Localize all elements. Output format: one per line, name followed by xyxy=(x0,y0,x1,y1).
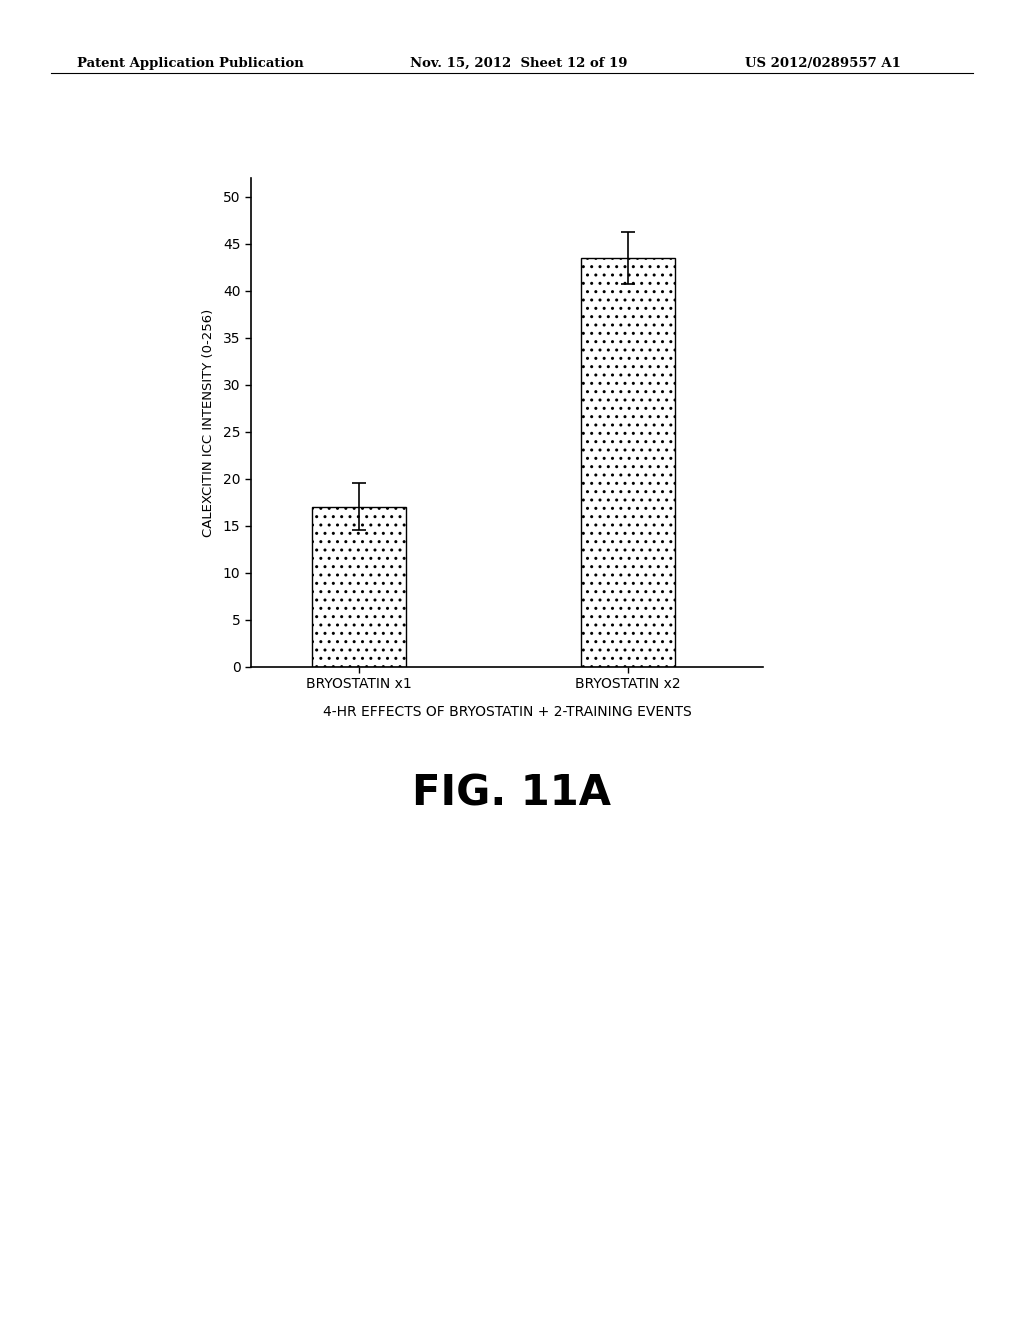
Text: Patent Application Publication: Patent Application Publication xyxy=(77,57,303,70)
Y-axis label: CALEXCITIN ICC INTENSITY (0-256): CALEXCITIN ICC INTENSITY (0-256) xyxy=(202,309,214,536)
Text: Nov. 15, 2012  Sheet 12 of 19: Nov. 15, 2012 Sheet 12 of 19 xyxy=(410,57,627,70)
Text: FIG. 11A: FIG. 11A xyxy=(413,772,611,814)
X-axis label: 4-HR EFFECTS OF BRYOSTATIN + 2-TRAINING EVENTS: 4-HR EFFECTS OF BRYOSTATIN + 2-TRAINING … xyxy=(323,705,691,719)
Text: US 2012/0289557 A1: US 2012/0289557 A1 xyxy=(745,57,901,70)
Bar xyxy=(311,507,406,667)
Bar xyxy=(581,257,675,667)
